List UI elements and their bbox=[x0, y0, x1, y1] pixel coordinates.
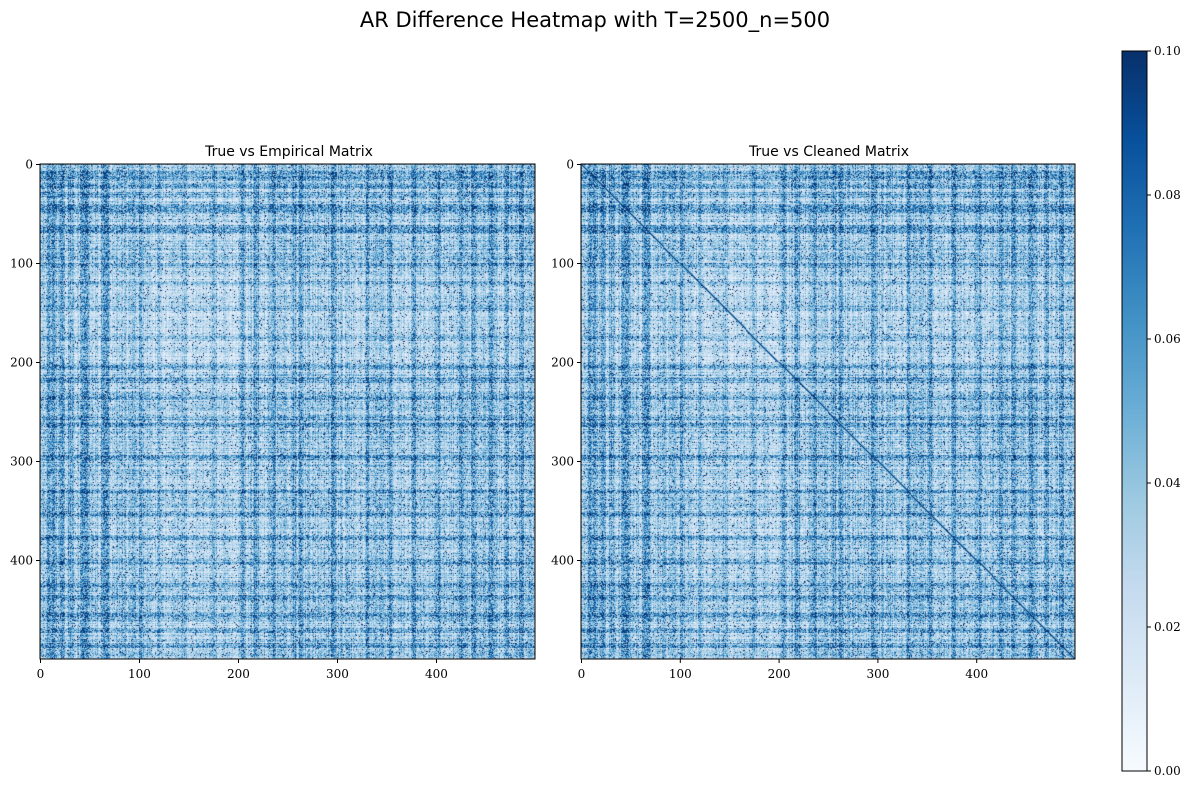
panel-title-empirical: True vs Empirical Matrix bbox=[204, 144, 373, 160]
y-tick-label: 0 bbox=[566, 157, 574, 171]
figure-title: AR Difference Heatmap with T=2500_n=500 bbox=[360, 8, 830, 33]
y-tick-label: 100 bbox=[10, 256, 33, 270]
heatmap-frame-empirical bbox=[39, 163, 536, 660]
x-tick-label: 400 bbox=[965, 667, 988, 681]
x-tick-label: 300 bbox=[866, 667, 889, 681]
colorbar-ticks: 0.00 0.02 0.04 0.06 0.08 0.10 bbox=[1147, 44, 1181, 778]
heatmap-image-cleaned bbox=[581, 164, 1075, 659]
y-tick-label: 400 bbox=[10, 553, 33, 567]
colorbar-tick-label: 0.02 bbox=[1154, 620, 1181, 634]
x-tick-label: 0 bbox=[578, 667, 586, 681]
colorbar-tick-label: 0.06 bbox=[1154, 332, 1181, 346]
y-tick-label: 200 bbox=[551, 355, 574, 369]
x-tick-label: 400 bbox=[425, 667, 448, 681]
heatmap-panel-empirical: True vs Empirical Matrix 0 100 200 300 400 0… bbox=[10, 144, 536, 681]
colorbar-tick-label: 0.00 bbox=[1154, 764, 1181, 778]
y-tick-label: 100 bbox=[551, 256, 574, 270]
panel-title-cleaned: True vs Cleaned Matrix bbox=[748, 144, 909, 160]
x-tick-label: 300 bbox=[326, 667, 349, 681]
y-axis-empirical: 0 100 200 300 400 bbox=[10, 157, 40, 567]
y-axis-cleaned: 0 100 200 300 400 bbox=[551, 157, 581, 567]
colorbar-tick-label: 0.08 bbox=[1154, 188, 1181, 202]
x-axis-cleaned: 0 100 200 300 400 bbox=[578, 659, 988, 681]
y-tick-label: 400 bbox=[551, 553, 574, 567]
y-tick-label: 300 bbox=[551, 454, 574, 468]
x-tick-label: 200 bbox=[227, 667, 250, 681]
colorbar-tick-label: 0.04 bbox=[1154, 476, 1181, 490]
x-tick-label: 0 bbox=[37, 667, 45, 681]
x-tick-label: 100 bbox=[669, 667, 692, 681]
heatmap-frame-cleaned bbox=[580, 163, 1076, 660]
y-tick-label: 300 bbox=[10, 454, 33, 468]
y-tick-label: 200 bbox=[10, 355, 33, 369]
heatmap-image-empirical bbox=[40, 164, 535, 659]
x-tick-label: 200 bbox=[768, 667, 791, 681]
x-axis-empirical: 0 100 200 300 400 bbox=[37, 659, 448, 681]
colorbar: 0.00 0.02 0.04 0.06 0.08 0.10 bbox=[1121, 44, 1181, 778]
heatmap-panel-cleaned: True vs Cleaned Matrix 0 100 200 300 400 0 10… bbox=[551, 144, 1076, 681]
x-tick-label: 100 bbox=[128, 667, 151, 681]
y-tick-label: 0 bbox=[25, 157, 33, 171]
colorbar-tick-label: 0.10 bbox=[1154, 44, 1181, 58]
colorbar-fill bbox=[1122, 51, 1147, 771]
colorbar-frame bbox=[1121, 50, 1148, 772]
